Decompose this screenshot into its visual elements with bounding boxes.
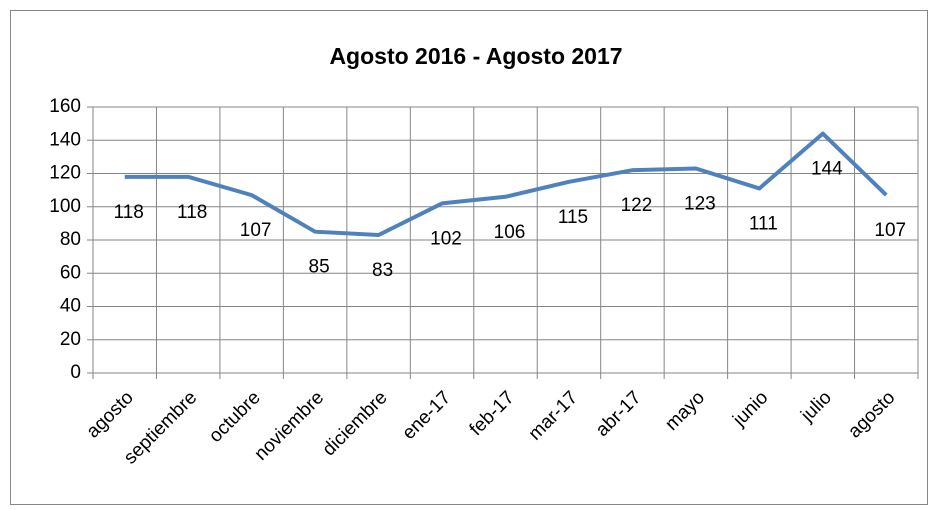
y-tick-label: 140	[49, 129, 81, 150]
y-tick-label: 20	[60, 329, 81, 350]
data-label: 118	[177, 202, 207, 223]
y-tick-label: 40	[60, 296, 81, 317]
data-label: 102	[430, 228, 462, 249]
y-tick-label: 80	[60, 229, 81, 250]
data-label: 118	[114, 202, 144, 223]
data-label: 83	[372, 260, 393, 281]
data-label: 123	[684, 194, 716, 215]
data-label: 122	[621, 195, 653, 216]
data-label: 106	[494, 222, 526, 243]
chart-title: Agosto 2016 - Agosto 2017	[329, 43, 622, 69]
data-label: 115	[558, 207, 588, 228]
data-label: 107	[874, 220, 906, 241]
data-label: 85	[309, 257, 330, 278]
line	[124, 131, 888, 238]
data-label: 111	[749, 213, 778, 234]
data-label: 107	[240, 220, 272, 241]
y-tick-label: 160	[49, 96, 81, 117]
y-tick-label: 0	[70, 362, 81, 383]
chart-border	[10, 10, 928, 505]
y-tick-label: 60	[60, 262, 81, 283]
data-label: 144	[811, 159, 843, 180]
y-tick-label: 120	[49, 163, 81, 184]
y-tick-label: 100	[49, 196, 81, 217]
